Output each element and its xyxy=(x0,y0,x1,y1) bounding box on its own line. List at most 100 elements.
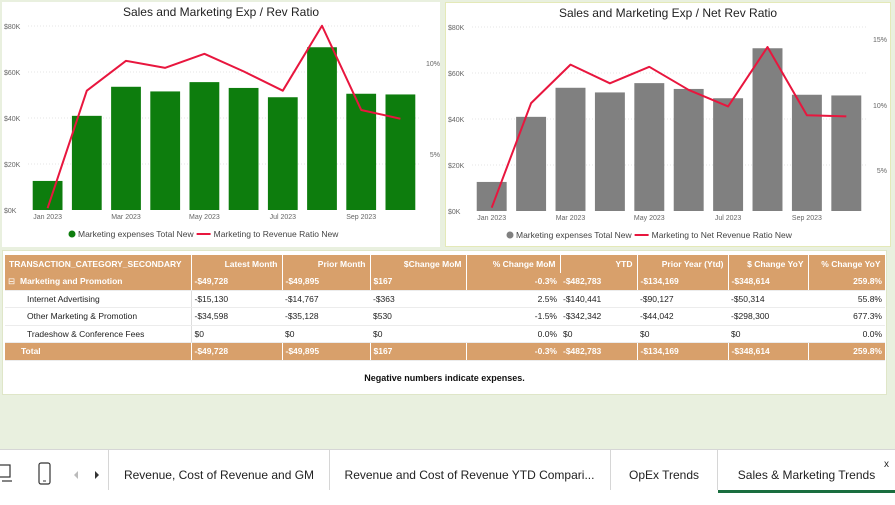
y-axis-tick-label: $0K xyxy=(4,208,17,215)
chart-panel-exp-rev[interactable]: Sales and Marketing Exp / Rev Ratio $0K $… xyxy=(2,2,440,247)
row-label: Tradeshow & Conference Fees xyxy=(5,325,191,343)
column-header[interactable]: $Change MoM xyxy=(370,255,467,273)
table-cell: $167 xyxy=(369,273,466,291)
bar xyxy=(267,97,298,210)
scroll-left-icon[interactable] xyxy=(72,470,80,480)
table-cell: -0.3% xyxy=(465,273,560,291)
y-axis-tick-label: $80K xyxy=(4,24,21,31)
table-cell: 55.8% xyxy=(808,290,885,308)
bar xyxy=(385,94,416,210)
table-cell: $0 xyxy=(637,325,728,343)
tab-opex-trends[interactable]: OpEx Trends xyxy=(611,450,718,490)
y2-axis-tick-label: 15% xyxy=(873,37,887,44)
table-row[interactable]: Tradeshow & Conference Fees $0 $0 $0 0.0… xyxy=(5,325,885,343)
x-axis-tick-label: May 2023 xyxy=(189,214,220,221)
table-cell: -0.3% xyxy=(465,342,560,361)
table-cell: -$34,598 xyxy=(190,307,282,326)
table-cell: -$482,783 xyxy=(560,342,637,361)
x-axis-tick-label: Mar 2023 xyxy=(111,214,141,221)
column-header[interactable]: % Change MoM xyxy=(466,255,561,273)
chart-panel-exp-net-rev[interactable]: Sales and Marketing Exp / Net Rev Ratio … xyxy=(445,2,891,247)
bar xyxy=(71,115,102,210)
bar xyxy=(673,88,704,211)
table-cell: 2.5% xyxy=(466,290,560,308)
table-cell: -$363 xyxy=(370,290,466,308)
column-header[interactable]: % Change YoY xyxy=(808,255,886,273)
table-cell: -$50,314 xyxy=(728,290,808,308)
legend-label: Marketing to Revenue Ratio New xyxy=(214,229,340,239)
tab-revenue-cost-ytd-comparison[interactable]: Revenue and Cost of Revenue YTD Compari.… xyxy=(329,450,611,490)
bar xyxy=(346,93,377,210)
legend-label: Marketing expenses Total New xyxy=(516,230,632,240)
table-footnote: Negative numbers indicate expenses. xyxy=(364,373,525,383)
tab-revenue-cost-gm[interactable]: Revenue, Cost of Revenue and GM xyxy=(108,450,330,490)
desktop-view-icon[interactable] xyxy=(0,464,14,484)
table-cell: 0.0% xyxy=(808,325,885,343)
table-cell: -$348,614 xyxy=(727,342,808,361)
page-tab-bar: Revenue, Cost of Revenue and GM Revenue … xyxy=(0,449,895,505)
bar xyxy=(713,98,744,211)
legend-label: Marketing expenses Total New xyxy=(78,229,194,239)
table-cell: -$14,767 xyxy=(282,290,370,308)
x-axis-tick-label: Mar 2023 xyxy=(556,215,586,222)
collapse-toggle-icon[interactable]: ⊟ xyxy=(8,275,16,286)
table-cell: $0 xyxy=(282,325,370,343)
row-label: Total xyxy=(5,342,191,361)
table-cell: 259.8% xyxy=(807,342,885,361)
column-header[interactable]: Prior Month xyxy=(282,255,371,273)
y-axis-tick-label: $0K xyxy=(448,209,461,216)
column-header[interactable]: Prior Year (Ytd) xyxy=(637,255,729,273)
table-total-row[interactable]: Total -$49,728 -$49,895 $167 -0.3% -$482… xyxy=(5,342,885,361)
table-cell: -$482,783 xyxy=(560,273,637,291)
legend-bar-marker xyxy=(68,230,76,238)
table-cell: -$348,614 xyxy=(727,273,808,291)
x-axis-tick-label: Sep 2023 xyxy=(346,214,376,221)
column-header[interactable]: Latest Month xyxy=(191,255,283,273)
close-tab-icon[interactable]: x xyxy=(884,459,889,470)
y-axis-tick-label: $40K xyxy=(448,117,465,124)
table-cell: -1.5% xyxy=(466,307,560,326)
table-cell: -$298,300 xyxy=(728,307,808,326)
x-axis-tick-label: Jul 2023 xyxy=(270,214,297,221)
table-cell: -$134,169 xyxy=(636,342,728,361)
column-header[interactable]: YTD xyxy=(560,255,638,273)
table-cell: $0 xyxy=(370,325,466,343)
chart-title: Sales and Marketing Exp / Net Rev Ratio xyxy=(558,6,778,20)
column-header[interactable]: $ Change YoY xyxy=(728,255,809,273)
table-cell: 677.3% xyxy=(808,307,885,326)
scroll-right-icon[interactable] xyxy=(93,470,101,480)
y-axis-tick-label: $60K xyxy=(448,71,465,78)
column-header[interactable]: TRANSACTION_CATEGORY_SECONDARY xyxy=(5,255,192,273)
table-cell: -$90,127 xyxy=(637,290,728,308)
table-cell: $0 xyxy=(190,325,282,343)
y-axis-tick-label: $60K xyxy=(4,70,21,77)
table-header-row: TRANSACTION_CATEGORY_SECONDARY Latest Mo… xyxy=(5,255,886,273)
bar xyxy=(752,48,783,211)
table-row[interactable]: Other Marketing & Promotion -$34,598 -$3… xyxy=(5,307,885,326)
table-cell: $0 xyxy=(560,325,637,343)
row-label: Other Marketing & Promotion xyxy=(5,307,191,326)
bar xyxy=(555,87,586,211)
table-cell: $0 xyxy=(728,325,808,343)
bar xyxy=(831,95,862,211)
table-cell: -$15,130 xyxy=(190,290,282,308)
chart-exp-rev-ratio: $0K $20K $40K $60K $80K 5% 10% Jan 2023 Mar 2023… xyxy=(4,24,440,239)
marketing-matrix-panel: TRANSACTION_CATEGORY_SECONDARY Latest Mo… xyxy=(2,250,887,395)
x-axis-tick-label: Jul 2023 xyxy=(715,215,742,222)
y-axis-tick-label: $80K xyxy=(448,25,465,32)
mobile-view-icon[interactable] xyxy=(37,462,53,486)
row-label: Internet Advertising xyxy=(5,290,191,308)
table-cell: 0.0% xyxy=(466,325,560,343)
bar xyxy=(791,94,822,211)
tab-sales-marketing-trends[interactable]: Sales & Marketing Trends xyxy=(718,450,895,493)
y-axis-tick-label: $20K xyxy=(448,163,465,170)
bar xyxy=(150,91,181,210)
table-cell: 259.8% xyxy=(807,273,885,291)
table-row[interactable]: Internet Advertising -$15,130 -$14,767 -… xyxy=(5,290,885,308)
y2-axis-tick-label: 5% xyxy=(430,152,440,159)
y-axis-tick-label: $40K xyxy=(4,116,21,123)
table-cell: -$134,169 xyxy=(636,273,728,291)
table-group-row[interactable]: ⊟ Marketing and Promotion -$49,728 -$49,8… xyxy=(5,273,885,291)
table-cell: -$49,895 xyxy=(281,342,370,361)
ratio-line xyxy=(46,24,401,209)
